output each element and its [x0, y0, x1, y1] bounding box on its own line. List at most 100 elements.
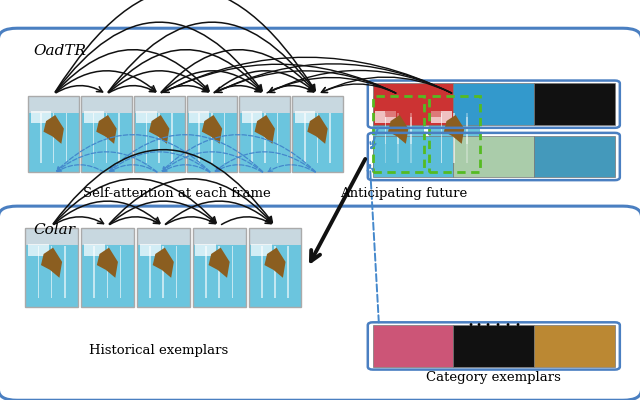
Bar [466, 114, 468, 163]
Bar [294, 111, 315, 122]
Bar [186, 96, 237, 172]
FancyBboxPatch shape [0, 206, 640, 400]
Bar [232, 246, 233, 298]
Bar [25, 228, 78, 307]
Text: Category exemplars: Category exemplars [426, 371, 561, 384]
Bar [453, 114, 455, 163]
Polygon shape [209, 248, 230, 278]
Text: $\bullet\bullet\bullet\bullet\bullet\bullet$: $\bullet\bullet\bullet\bullet\bullet\bul… [467, 318, 521, 328]
Bar [264, 114, 266, 163]
Bar [252, 244, 273, 256]
Bar [134, 96, 185, 172]
Bar [137, 228, 189, 245]
Bar [317, 114, 318, 163]
Bar [534, 325, 615, 367]
Bar [454, 136, 534, 177]
Bar [248, 228, 301, 307]
Bar [163, 246, 164, 298]
Bar [93, 246, 95, 298]
Bar [440, 114, 442, 163]
Bar [81, 96, 132, 172]
Bar [385, 144, 442, 169]
Bar [193, 228, 246, 307]
Bar [292, 96, 343, 172]
Bar [397, 114, 399, 163]
Bar [137, 228, 189, 307]
Bar [38, 246, 39, 298]
Text: Historical exemplars: Historical exemplars [89, 344, 228, 357]
Bar [454, 84, 534, 125]
Text: Colar: Colar [33, 224, 76, 238]
Bar [146, 114, 147, 163]
Bar [385, 334, 442, 358]
Bar [211, 114, 212, 163]
Bar [292, 96, 343, 172]
Polygon shape [264, 248, 285, 278]
Bar [81, 228, 134, 245]
Bar [171, 114, 173, 163]
Text: Self-attention at each frame: Self-attention at each frame [83, 187, 271, 200]
Bar [81, 228, 134, 307]
Bar [242, 111, 262, 122]
Bar [64, 246, 65, 298]
Bar [239, 96, 290, 172]
Bar [28, 96, 79, 172]
Bar [276, 114, 278, 163]
Bar [28, 96, 79, 113]
Polygon shape [388, 115, 408, 144]
Bar [175, 246, 177, 298]
Bar [205, 246, 207, 298]
Bar [274, 246, 276, 298]
Bar [330, 114, 331, 163]
Bar [189, 111, 209, 122]
Bar [287, 246, 289, 298]
Bar [410, 114, 412, 163]
Bar [134, 96, 185, 172]
Bar [28, 96, 79, 172]
Bar [534, 136, 615, 177]
Polygon shape [96, 115, 116, 144]
Bar [261, 246, 262, 298]
Bar [248, 228, 301, 245]
Bar [137, 228, 189, 307]
Bar [93, 114, 95, 163]
Bar [149, 246, 151, 298]
Polygon shape [97, 248, 118, 278]
Bar [534, 84, 615, 125]
Bar [465, 144, 522, 169]
Polygon shape [153, 248, 174, 278]
Bar [120, 246, 122, 298]
Bar [31, 111, 51, 122]
Bar [465, 92, 522, 117]
Bar [140, 244, 161, 256]
Bar [547, 144, 603, 169]
Bar [372, 325, 454, 367]
Bar [193, 228, 246, 307]
Bar [429, 96, 479, 172]
Bar [385, 92, 442, 117]
Bar [51, 246, 52, 298]
Bar [81, 96, 132, 172]
Polygon shape [255, 115, 275, 144]
Bar [547, 334, 603, 358]
Bar [239, 96, 290, 172]
Bar [248, 228, 301, 307]
Bar [454, 325, 534, 367]
Polygon shape [202, 115, 222, 144]
Bar [193, 228, 246, 245]
Bar [84, 244, 105, 256]
Bar [547, 92, 603, 117]
Bar [186, 96, 237, 113]
Bar [159, 114, 160, 163]
Bar [134, 96, 185, 113]
Polygon shape [41, 248, 62, 278]
Bar [118, 114, 120, 163]
Bar [304, 114, 305, 163]
Bar [53, 114, 54, 163]
Bar [40, 114, 42, 163]
Polygon shape [444, 115, 464, 144]
Bar [186, 96, 237, 172]
Bar [465, 334, 522, 358]
Bar [81, 228, 134, 307]
Text: Anticipating future: Anticipating future [340, 187, 467, 200]
